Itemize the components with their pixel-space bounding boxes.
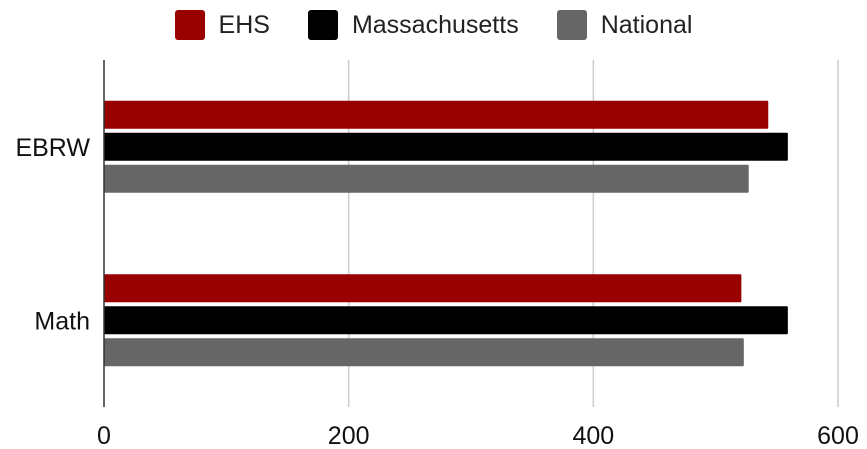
x-tick-labels: 0 200 400 600 — [97, 422, 859, 449]
x-tick-label: 400 — [572, 422, 614, 449]
legend-swatch-national — [556, 10, 587, 40]
legend-label-national: National — [600, 10, 693, 39]
legend: EHS Massachusetts National — [0, 8, 867, 42]
bar-national-math — [104, 338, 744, 367]
category-labels: EBRW Math — [15, 134, 90, 336]
category-label-ebrw: EBRW — [15, 134, 90, 162]
bar-national-ebrw — [104, 164, 749, 193]
x-tick-label: 0 — [97, 422, 111, 449]
legend-item-massachusetts: Massachusetts — [307, 10, 519, 40]
bar-massachusetts-math — [104, 306, 788, 335]
x-tick-label: 600 — [817, 422, 859, 449]
bar-ehs-math — [104, 274, 742, 303]
legend-label-ehs: EHS — [218, 10, 270, 39]
legend-label-massachusetts: Massachusetts — [351, 10, 519, 39]
legend-swatch-massachusetts — [307, 10, 338, 40]
legend-item-ehs: EHS — [174, 10, 270, 40]
category-label-math: Math — [34, 307, 90, 335]
legend-swatch-ehs — [174, 10, 205, 40]
x-tick-label: 200 — [328, 422, 370, 449]
bars — [104, 100, 788, 367]
bar-ehs-ebrw — [104, 100, 769, 129]
legend-item-national: National — [556, 10, 693, 40]
bar-massachusetts-ebrw — [104, 132, 788, 161]
